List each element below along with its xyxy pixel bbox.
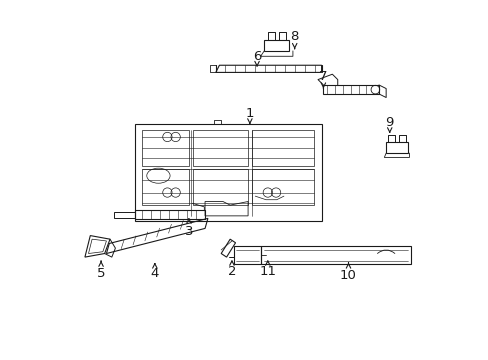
Text: 8: 8 xyxy=(290,30,298,49)
Text: 4: 4 xyxy=(150,264,159,280)
Text: 9: 9 xyxy=(385,116,393,132)
Text: 3: 3 xyxy=(184,219,193,238)
Text: 10: 10 xyxy=(339,263,356,282)
Text: 7: 7 xyxy=(319,69,327,88)
Text: 2: 2 xyxy=(227,261,236,278)
Text: 1: 1 xyxy=(245,107,254,123)
Text: 11: 11 xyxy=(259,261,276,278)
Text: 5: 5 xyxy=(97,261,105,280)
Text: 6: 6 xyxy=(252,50,261,66)
